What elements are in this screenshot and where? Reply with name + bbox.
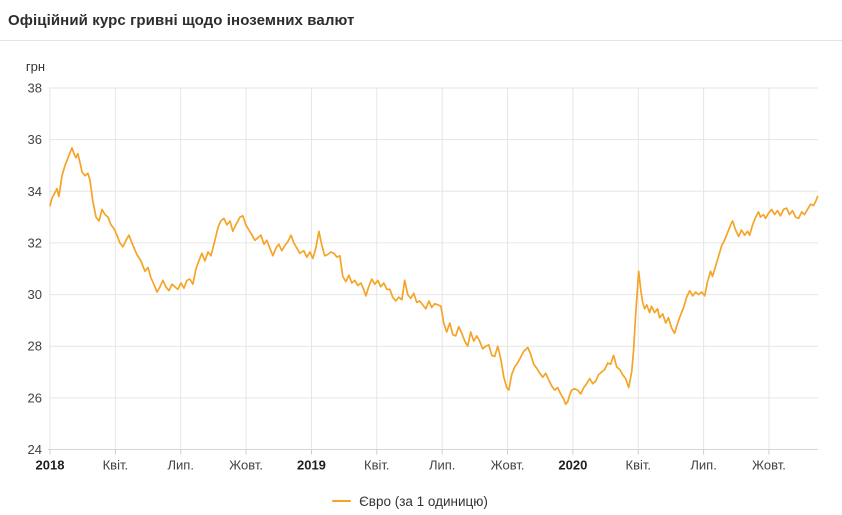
x-axis-tick-label: 2020 <box>558 458 587 473</box>
x-axis-tick-label: Квіт. <box>626 458 652 473</box>
y-axis-tick-label: 28 <box>28 339 42 354</box>
x-axis-tick-label: Квіт. <box>103 458 129 473</box>
x-axis-tick-label: Лип. <box>690 458 716 473</box>
x-axis-tick-label: Квіт. <box>364 458 390 473</box>
chart-legend: Євро (за 1 одиницю) <box>0 489 820 513</box>
y-axis-tick-label: 36 <box>28 132 42 147</box>
chart-header: Офіційний курс гривні щодо іноземних вал… <box>0 0 842 41</box>
page-title: Офіційний курс гривні щодо іноземних вал… <box>8 11 355 29</box>
y-axis-tick-label: 24 <box>28 442 42 457</box>
x-axis-tick-label: Жовт. <box>229 458 263 473</box>
y-axis-tick-label: 32 <box>28 235 42 250</box>
y-axis-tick-label: 30 <box>28 287 42 302</box>
x-axis-tick-label: 2019 <box>297 458 326 473</box>
y-axis-tick-label: 34 <box>28 184 42 199</box>
euro-series-line[interactable] <box>49 147 819 406</box>
x-axis-tick-label: Лип. <box>167 458 193 473</box>
legend-item-label: Євро (за 1 одиницю) <box>359 493 488 509</box>
euro-series-marker-icon <box>332 499 352 503</box>
legend-item-euro[interactable]: Євро (за 1 одиницю) <box>332 494 488 509</box>
x-axis-tick-label: 2018 <box>36 458 65 473</box>
y-axis-unit-label: грн <box>26 59 45 74</box>
x-axis-tick-label: Жовт. <box>491 458 525 473</box>
y-axis-tick-label: 38 <box>28 81 42 96</box>
x-axis-tick-label: Лип. <box>429 458 455 473</box>
y-axis-tick-label: 26 <box>28 390 42 405</box>
x-axis-tick-label: Жовт. <box>752 458 786 473</box>
